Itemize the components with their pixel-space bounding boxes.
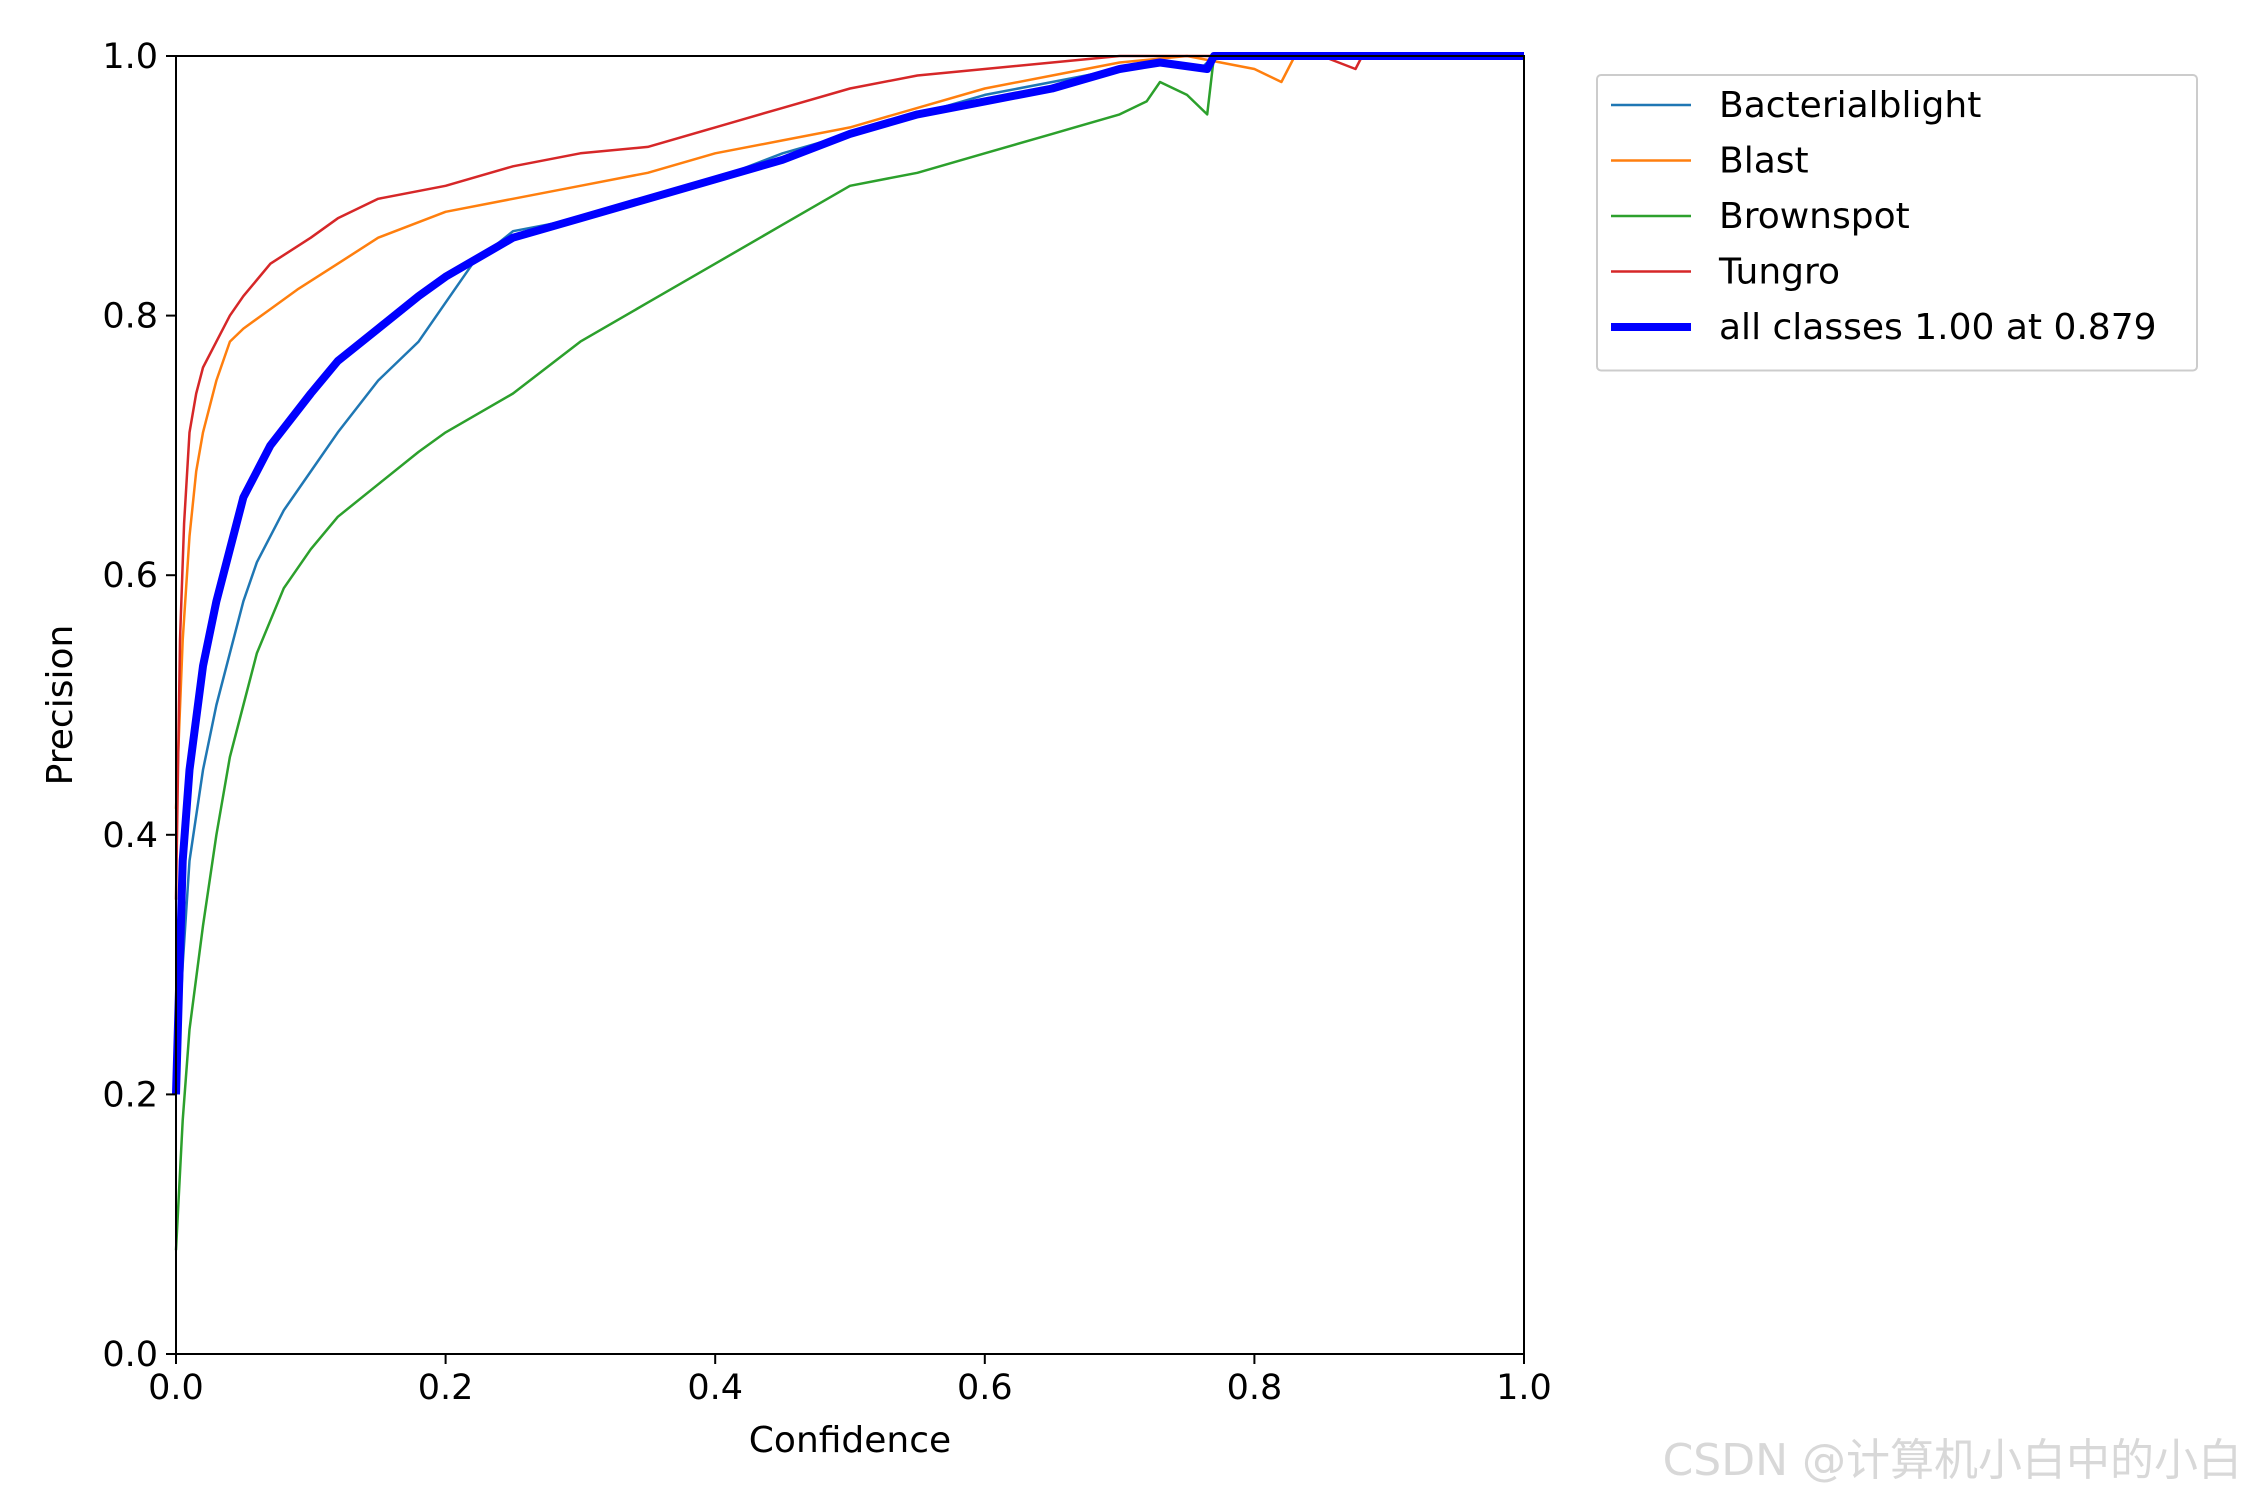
series-line-0 xyxy=(174,54,1524,1095)
y-tick-label-3: 0.6 xyxy=(102,556,158,596)
series-line-1 xyxy=(174,54,1524,809)
x-tick-label-2: 0.4 xyxy=(687,1368,743,1408)
y-tick-label-0: 0.0 xyxy=(102,1335,158,1375)
legend-label-0: Bacterialblight xyxy=(1719,85,1981,126)
x-tick-label-5: 1.0 xyxy=(1496,1368,1552,1408)
y-tick-label-1: 0.2 xyxy=(102,1075,158,1115)
legend-label-1: Blast xyxy=(1719,141,1809,182)
legend-label-3: Tungro xyxy=(1718,252,1840,293)
x-axis-label: Confidence xyxy=(749,1420,951,1461)
plot-frame xyxy=(175,55,1525,1355)
y-axis-label: Precision xyxy=(40,625,81,786)
x-tick-label-4: 0.8 xyxy=(1227,1368,1283,1408)
legend-label-2: Brownspot xyxy=(1719,196,1910,237)
x-tick-label-3: 0.6 xyxy=(957,1368,1013,1408)
y-tick-label-4: 0.8 xyxy=(102,297,158,337)
series-line-2 xyxy=(174,54,1524,1251)
series-line-3 xyxy=(174,54,1524,900)
y-tick-label-5: 1.0 xyxy=(102,37,158,77)
legend-box xyxy=(1596,74,2198,372)
legend-label-4: all classes 1.00 at 0.879 xyxy=(1719,307,2157,348)
series-line-4 xyxy=(172,52,1524,1095)
watermark: CSDN @计算机小白中的小白 xyxy=(1662,1435,2242,1486)
x-tick-label-0: 0.0 xyxy=(148,1368,204,1408)
y-tick-label-2: 0.4 xyxy=(102,816,158,856)
x-tick-label-1: 0.2 xyxy=(418,1368,474,1408)
